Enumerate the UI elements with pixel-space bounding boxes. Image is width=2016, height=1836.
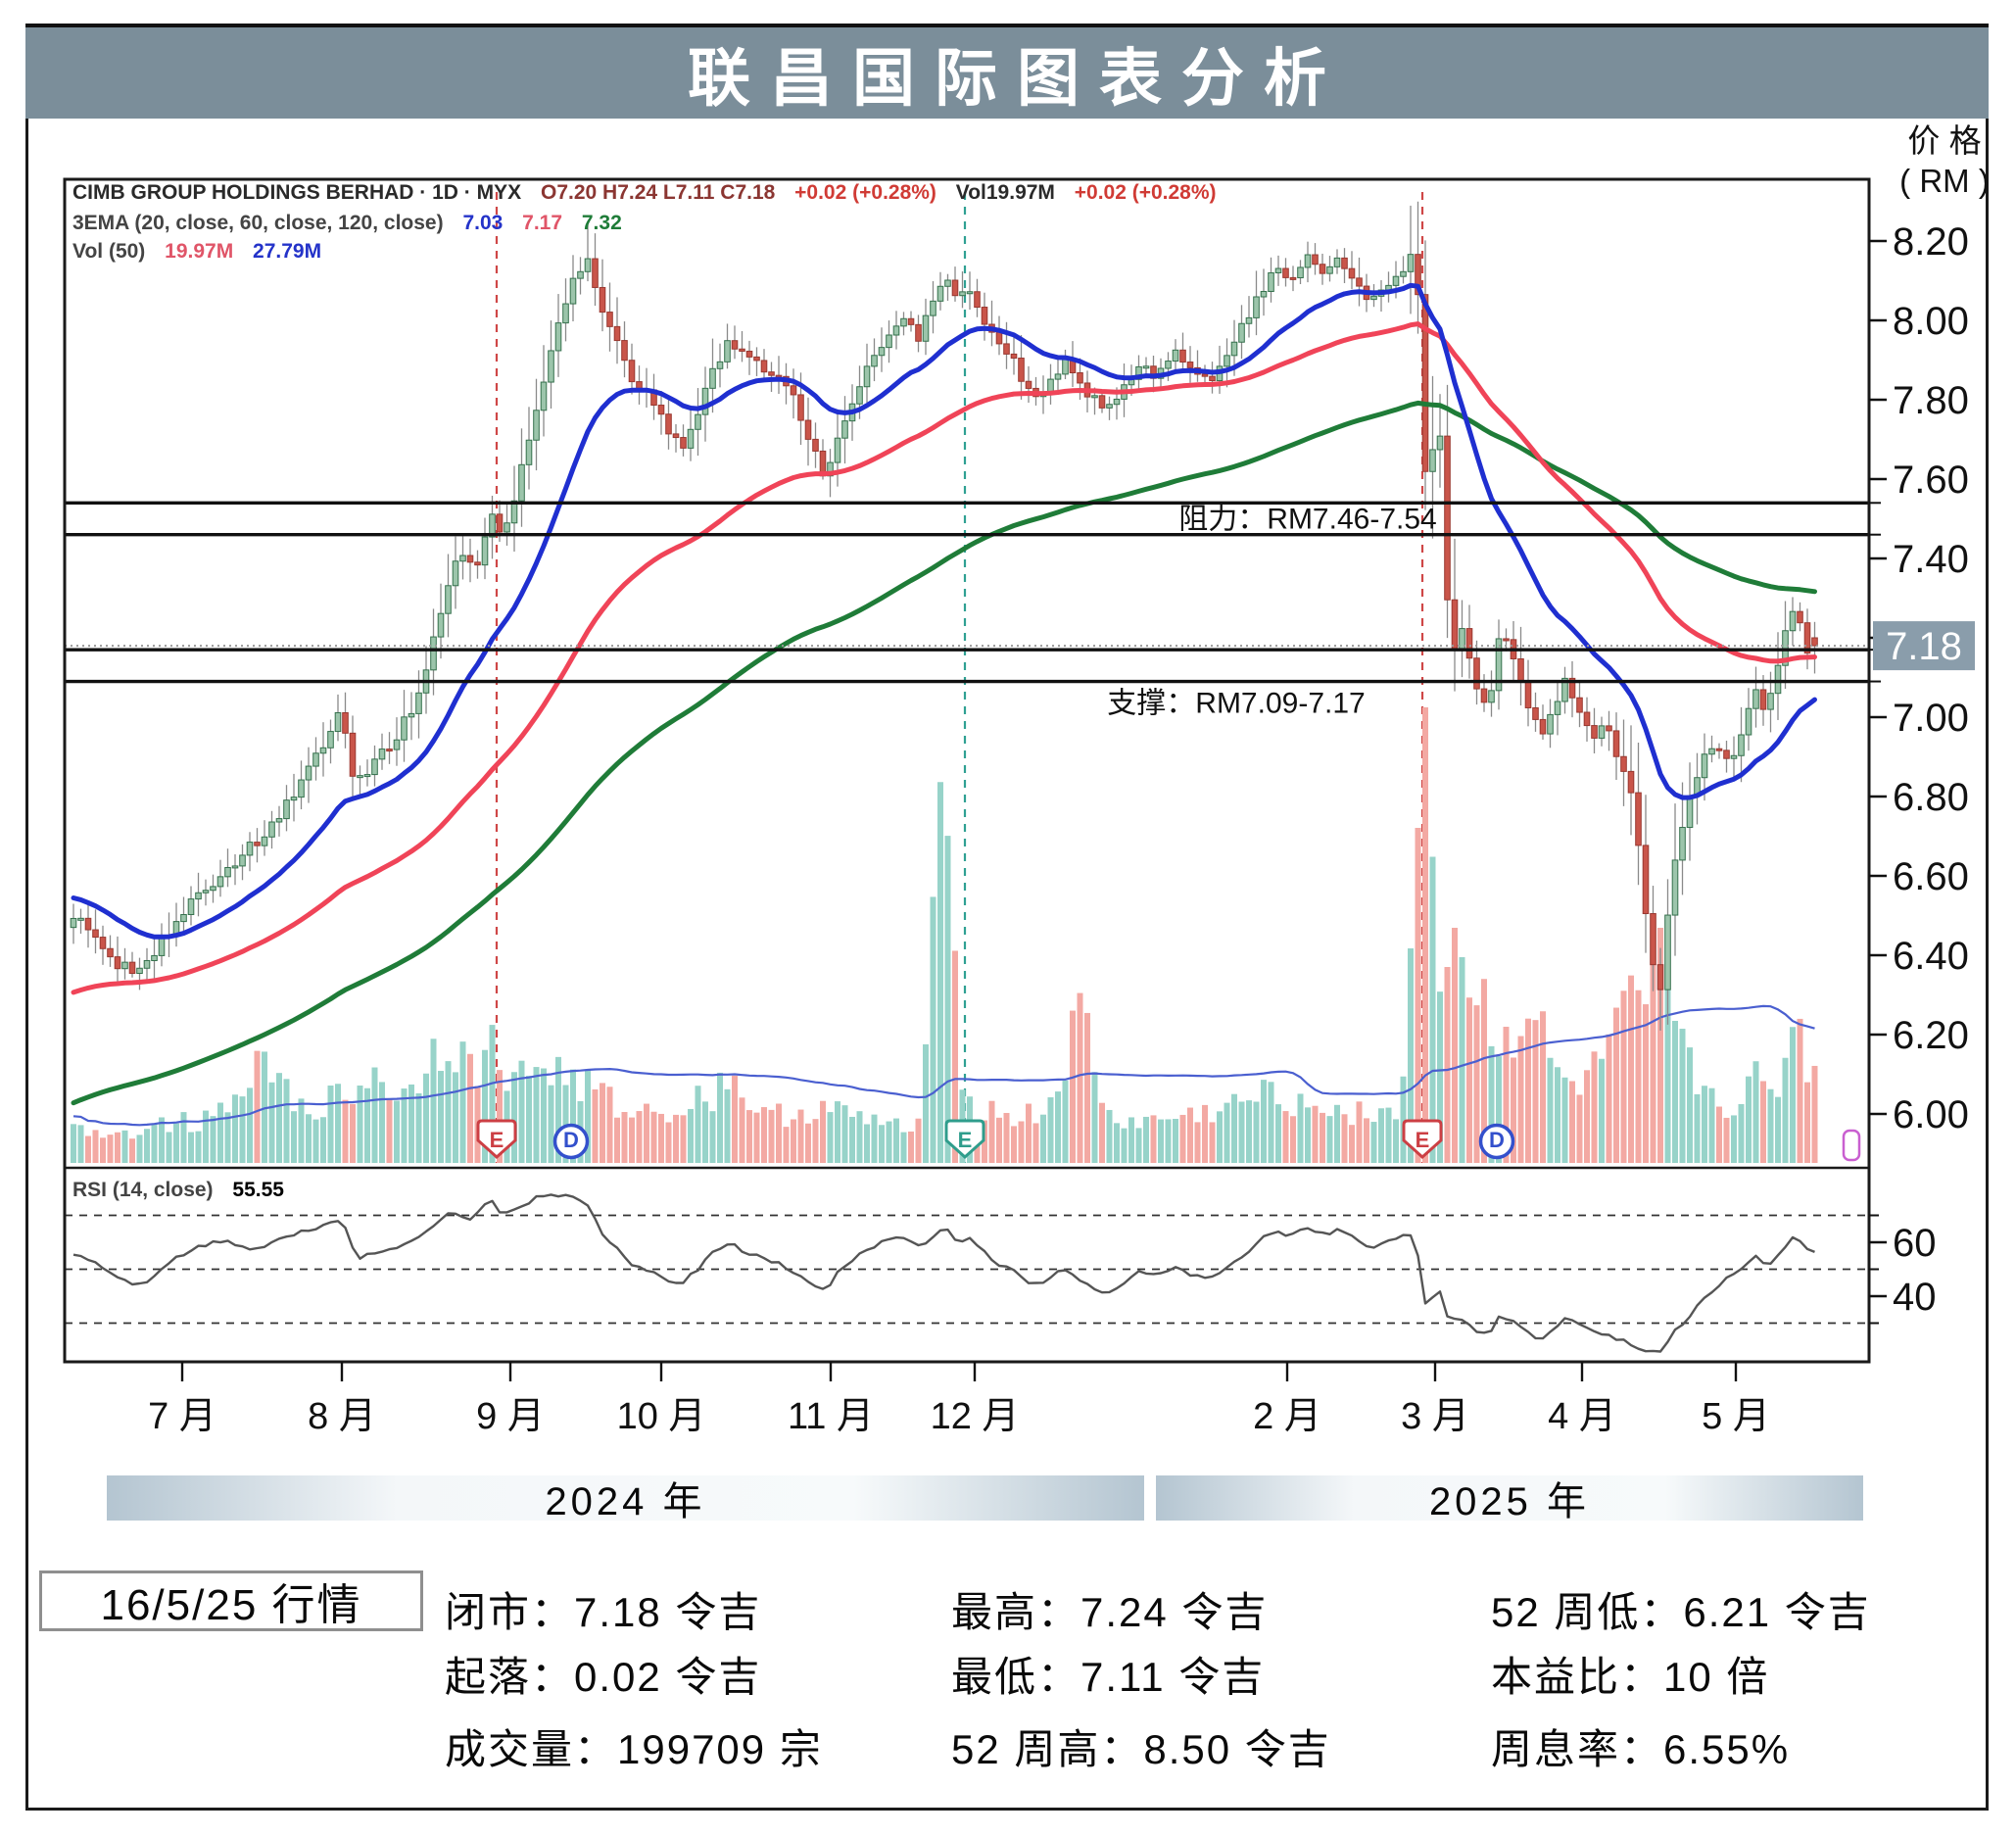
month-axis: 7 月 8 月 9 月 10 月 11 月 12 月 2 月 3 月 4 月 5 月 xyxy=(148,1362,1770,1437)
year-band-2025: 2025 年 xyxy=(1156,1475,1863,1523)
svg-text:8 月: 8 月 xyxy=(308,1396,376,1437)
ema20-value: 7.03 xyxy=(462,212,504,234)
volume-series xyxy=(71,707,1818,1163)
svg-text:6.80: 6.80 xyxy=(1893,776,1969,819)
support-label: 支撑：RM7.09-7.17 xyxy=(1107,688,1365,720)
svg-text:5 月: 5 月 xyxy=(1702,1396,1770,1437)
stat-change: 起落：0.02 令吉 xyxy=(445,1654,762,1700)
chart-legend-line3: Vol (50) 19.97M 27.79M xyxy=(72,240,335,264)
year-2025-label: 2025 年 xyxy=(1428,1480,1591,1523)
stat-pe-ratio: 本益比：10 倍 xyxy=(1491,1654,1770,1700)
svg-text:7 月: 7 月 xyxy=(148,1396,216,1437)
title-bar: 联昌国际图表分析 xyxy=(25,24,1989,119)
svg-text:4 月: 4 月 xyxy=(1548,1396,1616,1437)
rsi-pane xyxy=(65,1193,1869,1353)
volume-change: +0.02 (+0.28%) xyxy=(1074,181,1217,204)
ema120-line xyxy=(71,400,1817,1106)
year-2024-label: 2024 年 xyxy=(545,1480,706,1523)
svg-text:8.20: 8.20 xyxy=(1893,220,1969,264)
svg-text:6.00: 6.00 xyxy=(1893,1093,1969,1136)
svg-text:60: 60 xyxy=(1893,1222,1937,1265)
svg-text:7.00: 7.00 xyxy=(1893,697,1969,740)
svg-text:8.00: 8.00 xyxy=(1893,300,1969,343)
svg-text:7.40: 7.40 xyxy=(1893,538,1969,581)
svg-text:6.20: 6.20 xyxy=(1893,1014,1969,1057)
svg-text:7.80: 7.80 xyxy=(1893,379,1969,422)
svg-text:11 月: 11 月 xyxy=(788,1396,874,1437)
svg-text:E: E xyxy=(1416,1128,1430,1152)
last-price-badge: 7.18 xyxy=(1873,621,1975,671)
resistance-label: 阻力：RM7.46-7.54 xyxy=(1178,504,1436,536)
svg-text:40: 40 xyxy=(1893,1276,1937,1319)
svg-text:D: D xyxy=(1489,1128,1505,1152)
stat-low: 最低：7.11 令吉 xyxy=(951,1654,1266,1700)
chart-legend-line1: CIMB GROUP HOLDINGS BERHAD · 1D · MYX O7… xyxy=(72,181,1230,205)
svg-text:3 月: 3 月 xyxy=(1401,1396,1469,1437)
quote-date-box: 16/5/25 行情 xyxy=(39,1570,423,1631)
ema-indicator-label: 3EMA (20, close, 60, close, 120, close) xyxy=(72,212,444,234)
stat-volume: 成交量：199709 宗 xyxy=(445,1726,823,1772)
ohlc-values: O7.20 H7.24 L7.11 C7.18 xyxy=(540,181,776,204)
rsi-value: 55.55 xyxy=(232,1179,284,1201)
svg-text:6.40: 6.40 xyxy=(1893,935,1969,978)
year-band-2024: 2024 年 xyxy=(107,1475,1144,1523)
svg-text:12 月: 12 月 xyxy=(931,1396,1020,1437)
ema60-line xyxy=(71,321,1817,995)
svg-text:7.18: 7.18 xyxy=(1886,625,1962,668)
svg-text:6.60: 6.60 xyxy=(1893,855,1969,898)
ema20-line xyxy=(71,282,1817,940)
vol-ma-blue-value: 27.79M xyxy=(253,240,322,263)
chart-legend-line2: 3EMA (20, close, 60, close, 120, close) … xyxy=(72,212,636,235)
ticker-label: CIMB GROUP HOLDINGS BERHAD · 1D · MYX xyxy=(72,181,522,204)
price-axis: 价 格( RM )8.208.007.807.607.407.207.006.8… xyxy=(1842,122,1990,1325)
rsi-line xyxy=(72,1193,1815,1353)
support-resistance: 阻力：RM7.46-7.54 支撑：RM7.09-7.17 xyxy=(65,501,1869,720)
ema60-value: 7.17 xyxy=(522,212,563,234)
stat-52w-low: 52 周低：6.21 令吉 xyxy=(1491,1589,1871,1635)
svg-text:E: E xyxy=(490,1128,504,1152)
rsi-indicator-label: RSI (14, close) xyxy=(72,1179,214,1201)
svg-text:( RM ): ( RM ) xyxy=(1899,163,1990,199)
stat-dividend-yield: 周息率：6.55% xyxy=(1491,1726,1791,1772)
stock-chart: 阻力：RM7.46-7.54 支撑：RM7.09-7.17 价 格 ( RM ) 8.2… xyxy=(63,122,1990,1437)
ema120-value: 7.32 xyxy=(581,212,622,234)
svg-text:10 月: 10 月 xyxy=(617,1396,706,1437)
price-change: +0.02 (+0.28%) xyxy=(794,181,936,204)
vol-ma-red-value: 19.97M xyxy=(165,240,234,263)
volume-ma-line xyxy=(72,1004,1815,1127)
stat-close: 闭市：7.18 令吉 xyxy=(445,1589,762,1635)
volume-value: Vol19.97M xyxy=(955,181,1055,204)
chart-frame xyxy=(63,177,1871,1364)
svg-text:D: D xyxy=(563,1128,579,1152)
rsi-legend: RSI (14, close) 55.55 xyxy=(72,1179,298,1202)
svg-text:7.60: 7.60 xyxy=(1893,459,1969,502)
stat-high: 最高：7.24 令吉 xyxy=(951,1589,1269,1635)
vol-indicator-label: Vol (50) xyxy=(72,240,146,263)
svg-text:2 月: 2 月 xyxy=(1253,1396,1321,1437)
price-axis-title: 价 格 xyxy=(1907,122,1981,159)
page-title: 联昌国际图表分析 xyxy=(688,42,1346,114)
stat-52w-high: 52 周高：8.50 令吉 xyxy=(951,1726,1331,1772)
svg-text:E: E xyxy=(958,1128,973,1152)
svg-text:9 月: 9 月 xyxy=(476,1396,545,1437)
volume-axis-marker xyxy=(1842,1129,1861,1162)
